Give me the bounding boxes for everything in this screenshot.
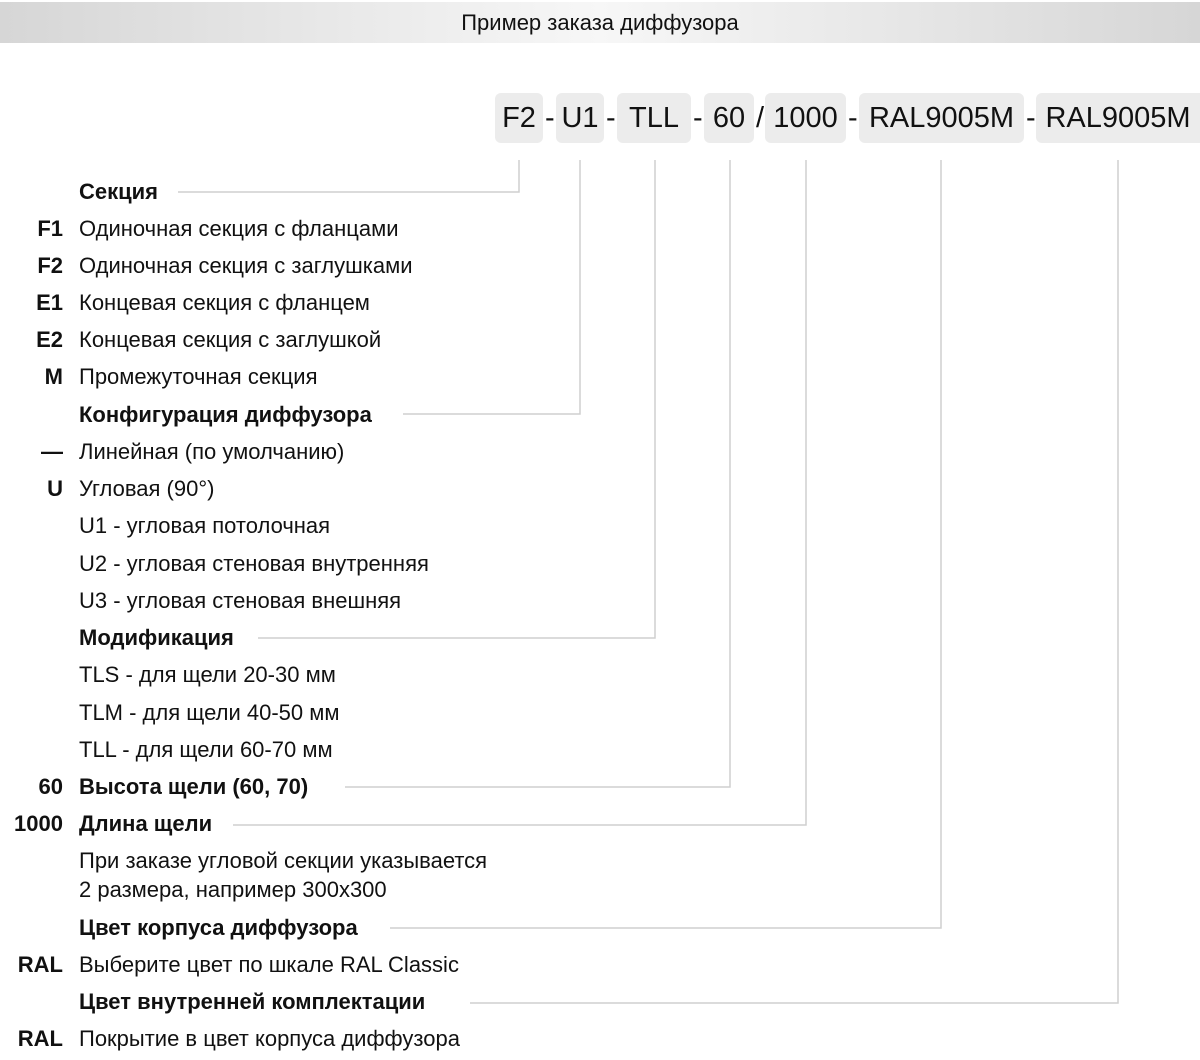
header-title: Пример заказа диффузора [0,2,1200,43]
option-text: Секция [79,179,159,204]
option-text: Покрытие в цвет корпуса диффузора [79,1026,460,1051]
option-text: Промежуточная секция [79,364,318,389]
option-code: RAL [17,1026,63,1051]
option-text: Одиночная секция с заглушками [79,253,413,278]
code-segment-length: 1000 [765,93,846,143]
option-text: TLM - для щели 40-50 мм [79,700,340,725]
option-code: U [47,476,63,501]
code-segment-config: U1 [556,93,604,143]
option-text: U1 - угловая потолочная [79,513,331,538]
option-code: RAL [17,952,63,977]
separator: / [756,102,765,134]
option-text: TLS - для щели 20-30 мм [79,662,336,687]
option-code: 1000 [14,811,63,836]
code-segment-height: 60 [704,93,754,143]
option-text: U2 - угловая стеновая внутренняя [79,551,429,576]
option-code: — [41,439,63,464]
option-text: Линейная (по умолчанию) [79,439,345,464]
separator: - [606,102,616,134]
option-code: E1 [36,290,63,315]
option-code: M [44,364,63,389]
option-text: Конфигурация диффузора [79,402,372,427]
code-segment-inner-color: RAL9005M [1036,93,1200,143]
option-code: F1 [37,216,63,241]
option-text: 2 размера, например 300x300 [79,877,387,902]
option-text: Концевая секция с заглушкой [79,327,382,352]
option-text: Угловая (90°) [79,476,215,501]
option-text: Одиночная секция с фланцами [79,216,399,241]
option-text: Цвет корпуса диффузора [79,915,358,940]
separator: - [1026,102,1036,134]
option-code: 60 [38,774,63,799]
separator: - [693,102,703,134]
option-code: F2 [37,253,63,278]
code-segment-body-color: RAL9005M [859,93,1024,143]
option-text: Длина щели [79,811,213,836]
option-text: TLL - для щели 60-70 мм [79,737,333,762]
code-segment-modification: TLL [617,93,691,143]
separator: - [545,102,555,134]
code-segment-section: F2 [495,93,543,143]
option-text: Концевая секция с фланцем [79,290,370,315]
option-text: Модификация [79,625,234,650]
option-text: Высота щели (60, 70) [79,774,309,799]
option-text: Цвет внутренней комплектации [79,989,426,1014]
option-code: E2 [36,327,63,352]
separator: - [848,102,858,134]
option-text: При заказе угловой секции указывается [79,848,488,873]
option-text: Выберите цвет по шкале RAL Classic [79,952,459,977]
option-text: U3 - угловая стеновая внешняя [79,588,402,613]
